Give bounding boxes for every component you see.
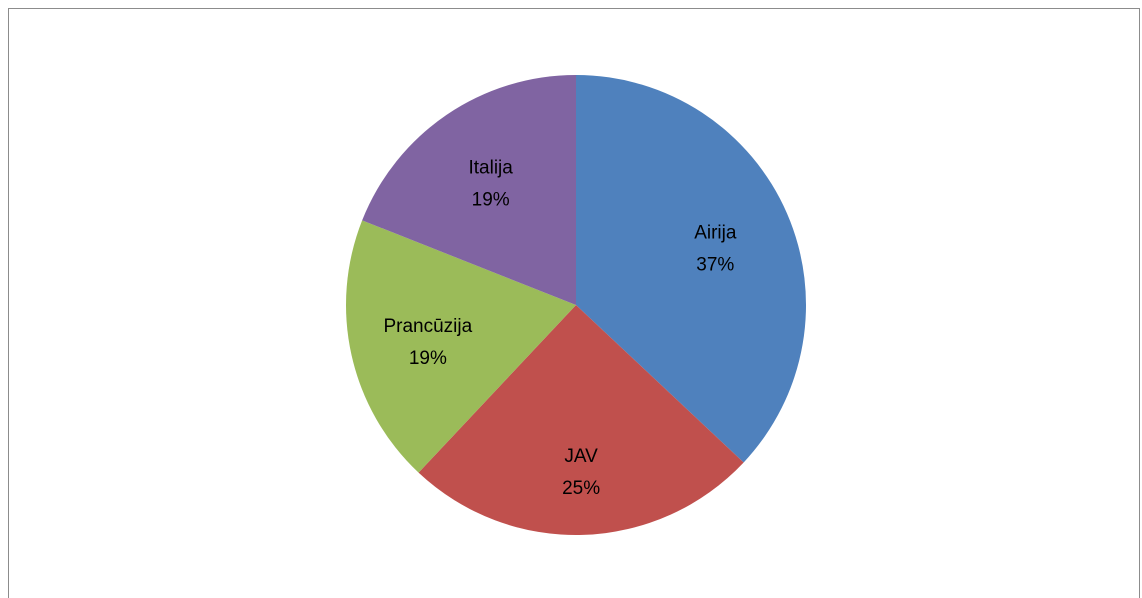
slice-category-label: Airija xyxy=(694,223,737,244)
slice-percent-label: 19% xyxy=(472,189,510,210)
slice-percent-label: 37% xyxy=(696,255,734,276)
slice-percent-label: 25% xyxy=(562,478,600,499)
pie-slice-prancūzija xyxy=(346,220,576,473)
pie-slice-jav xyxy=(418,305,744,535)
slice-category-label: Prancūzija xyxy=(383,316,472,337)
pie-slice-airija xyxy=(576,75,806,463)
slice-category-label: Italija xyxy=(468,157,513,178)
pie-slice-italija xyxy=(362,75,576,305)
slice-category-label: JAV xyxy=(564,446,598,467)
slice-percent-label: 19% xyxy=(409,348,447,369)
